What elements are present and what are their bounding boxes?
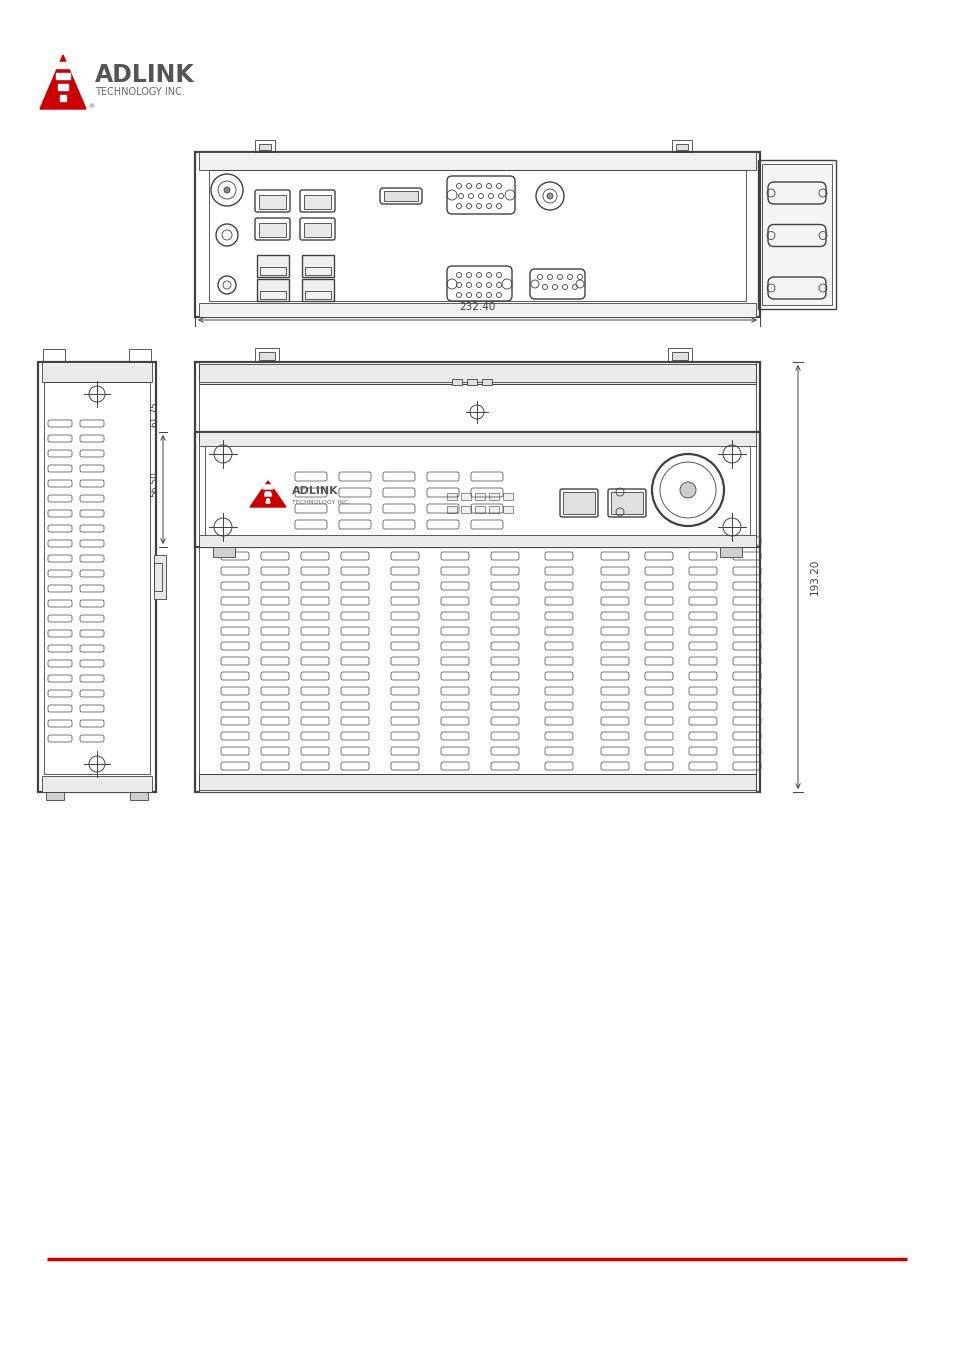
Polygon shape	[264, 492, 272, 496]
Text: 61.75: 61.75	[150, 402, 159, 427]
Bar	[452, 379, 461, 385]
Bar	[667, 347, 691, 362]
Text: 56.50: 56.50	[150, 472, 159, 498]
Bar	[199, 433, 755, 446]
Text: 193.20: 193.20	[809, 558, 820, 595]
Bar	[258, 195, 286, 210]
Bar	[720, 548, 741, 557]
Bar	[676, 145, 687, 150]
Bar	[502, 492, 513, 499]
Bar	[258, 352, 274, 360]
Bar	[260, 266, 286, 274]
Bar	[38, 362, 156, 792]
Bar	[758, 160, 835, 310]
Bar	[42, 362, 152, 383]
Bar	[199, 384, 755, 773]
Polygon shape	[250, 481, 286, 507]
Bar	[199, 773, 755, 790]
Bar	[130, 792, 148, 800]
Text: TECHNOLOGY INC.: TECHNOLOGY INC.	[95, 87, 185, 97]
Bar	[205, 439, 749, 539]
Bar	[460, 492, 471, 499]
Bar	[43, 349, 65, 362]
Bar	[475, 506, 484, 512]
Bar	[194, 362, 760, 792]
Bar	[199, 151, 755, 170]
Bar	[467, 379, 476, 385]
Bar	[194, 433, 760, 548]
Polygon shape	[263, 485, 273, 489]
Bar	[305, 266, 331, 274]
Bar	[254, 141, 274, 151]
Text: ADLINK: ADLINK	[292, 485, 338, 496]
Polygon shape	[56, 73, 70, 78]
Bar	[209, 170, 745, 301]
Bar	[671, 141, 691, 151]
Bar	[489, 492, 498, 499]
Bar	[213, 548, 234, 557]
Bar	[256, 279, 289, 301]
Text: TECHNOLOGY INC.: TECHNOLOGY INC.	[292, 499, 350, 504]
Bar	[489, 506, 498, 512]
Bar	[258, 145, 271, 150]
Bar	[447, 492, 456, 499]
Circle shape	[679, 483, 696, 498]
Bar	[384, 191, 417, 201]
Text: 232.40: 232.40	[458, 301, 496, 312]
Bar	[194, 151, 760, 316]
Bar	[42, 776, 152, 792]
Bar	[761, 164, 831, 306]
Bar	[447, 506, 456, 512]
Bar	[256, 256, 289, 277]
Bar	[460, 506, 471, 512]
Bar	[304, 195, 331, 210]
Bar	[562, 492, 595, 514]
Polygon shape	[40, 55, 86, 110]
Bar	[260, 291, 286, 299]
Bar	[304, 223, 331, 237]
Bar	[610, 492, 642, 514]
Bar	[481, 379, 492, 385]
Polygon shape	[266, 499, 270, 503]
Bar	[199, 535, 755, 548]
Bar	[305, 291, 331, 299]
Text: ®: ®	[88, 104, 93, 110]
Bar	[302, 279, 334, 301]
Bar	[502, 506, 513, 512]
Bar	[129, 349, 151, 362]
Bar	[199, 773, 755, 792]
Bar	[199, 364, 755, 383]
Bar	[199, 362, 755, 384]
Polygon shape	[58, 84, 68, 91]
Bar	[475, 492, 484, 499]
Bar	[254, 347, 278, 362]
Bar	[46, 792, 64, 800]
Polygon shape	[54, 62, 71, 68]
Circle shape	[546, 193, 553, 199]
Bar	[302, 256, 334, 277]
Text: ADLINK: ADLINK	[95, 64, 194, 87]
Bar	[44, 383, 150, 773]
Bar	[153, 556, 166, 599]
Bar	[671, 352, 687, 360]
Polygon shape	[60, 95, 66, 101]
Bar	[258, 223, 286, 237]
Bar	[153, 562, 162, 591]
Bar	[199, 303, 755, 316]
Circle shape	[224, 187, 230, 193]
